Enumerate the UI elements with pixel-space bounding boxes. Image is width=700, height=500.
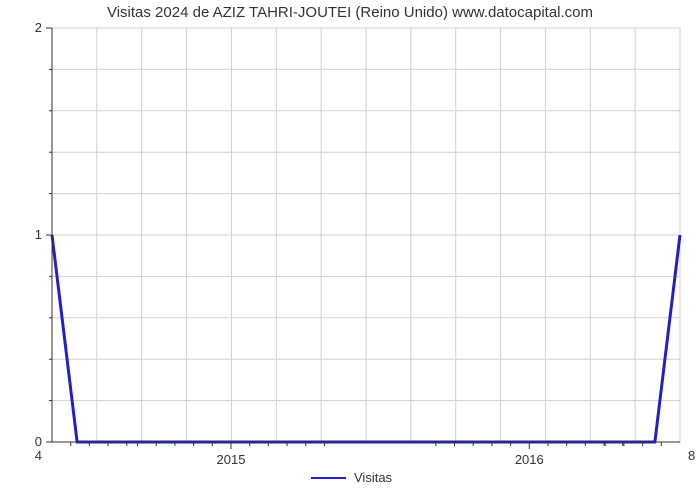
visits-chart: Visitas 2024 de AZIZ TAHRI-JOUTEI (Reino… — [0, 0, 700, 500]
x-corner-right: 8 — [688, 448, 695, 463]
chart-title: Visitas 2024 de AZIZ TAHRI-JOUTEI (Reino… — [0, 4, 700, 21]
x-tick-label: 2015 — [217, 452, 246, 467]
legend-label: Visitas — [354, 470, 393, 485]
y-tick-label: 2 — [35, 20, 42, 35]
y-tick-label: 1 — [35, 227, 42, 242]
x-tick-label: 2016 — [515, 452, 544, 467]
x-corner-left: 4 — [35, 448, 42, 463]
chart-svg: 0 1 2 2015 2016 4 8 Visitas — [0, 0, 700, 500]
y-tick-label: 0 — [35, 434, 42, 449]
